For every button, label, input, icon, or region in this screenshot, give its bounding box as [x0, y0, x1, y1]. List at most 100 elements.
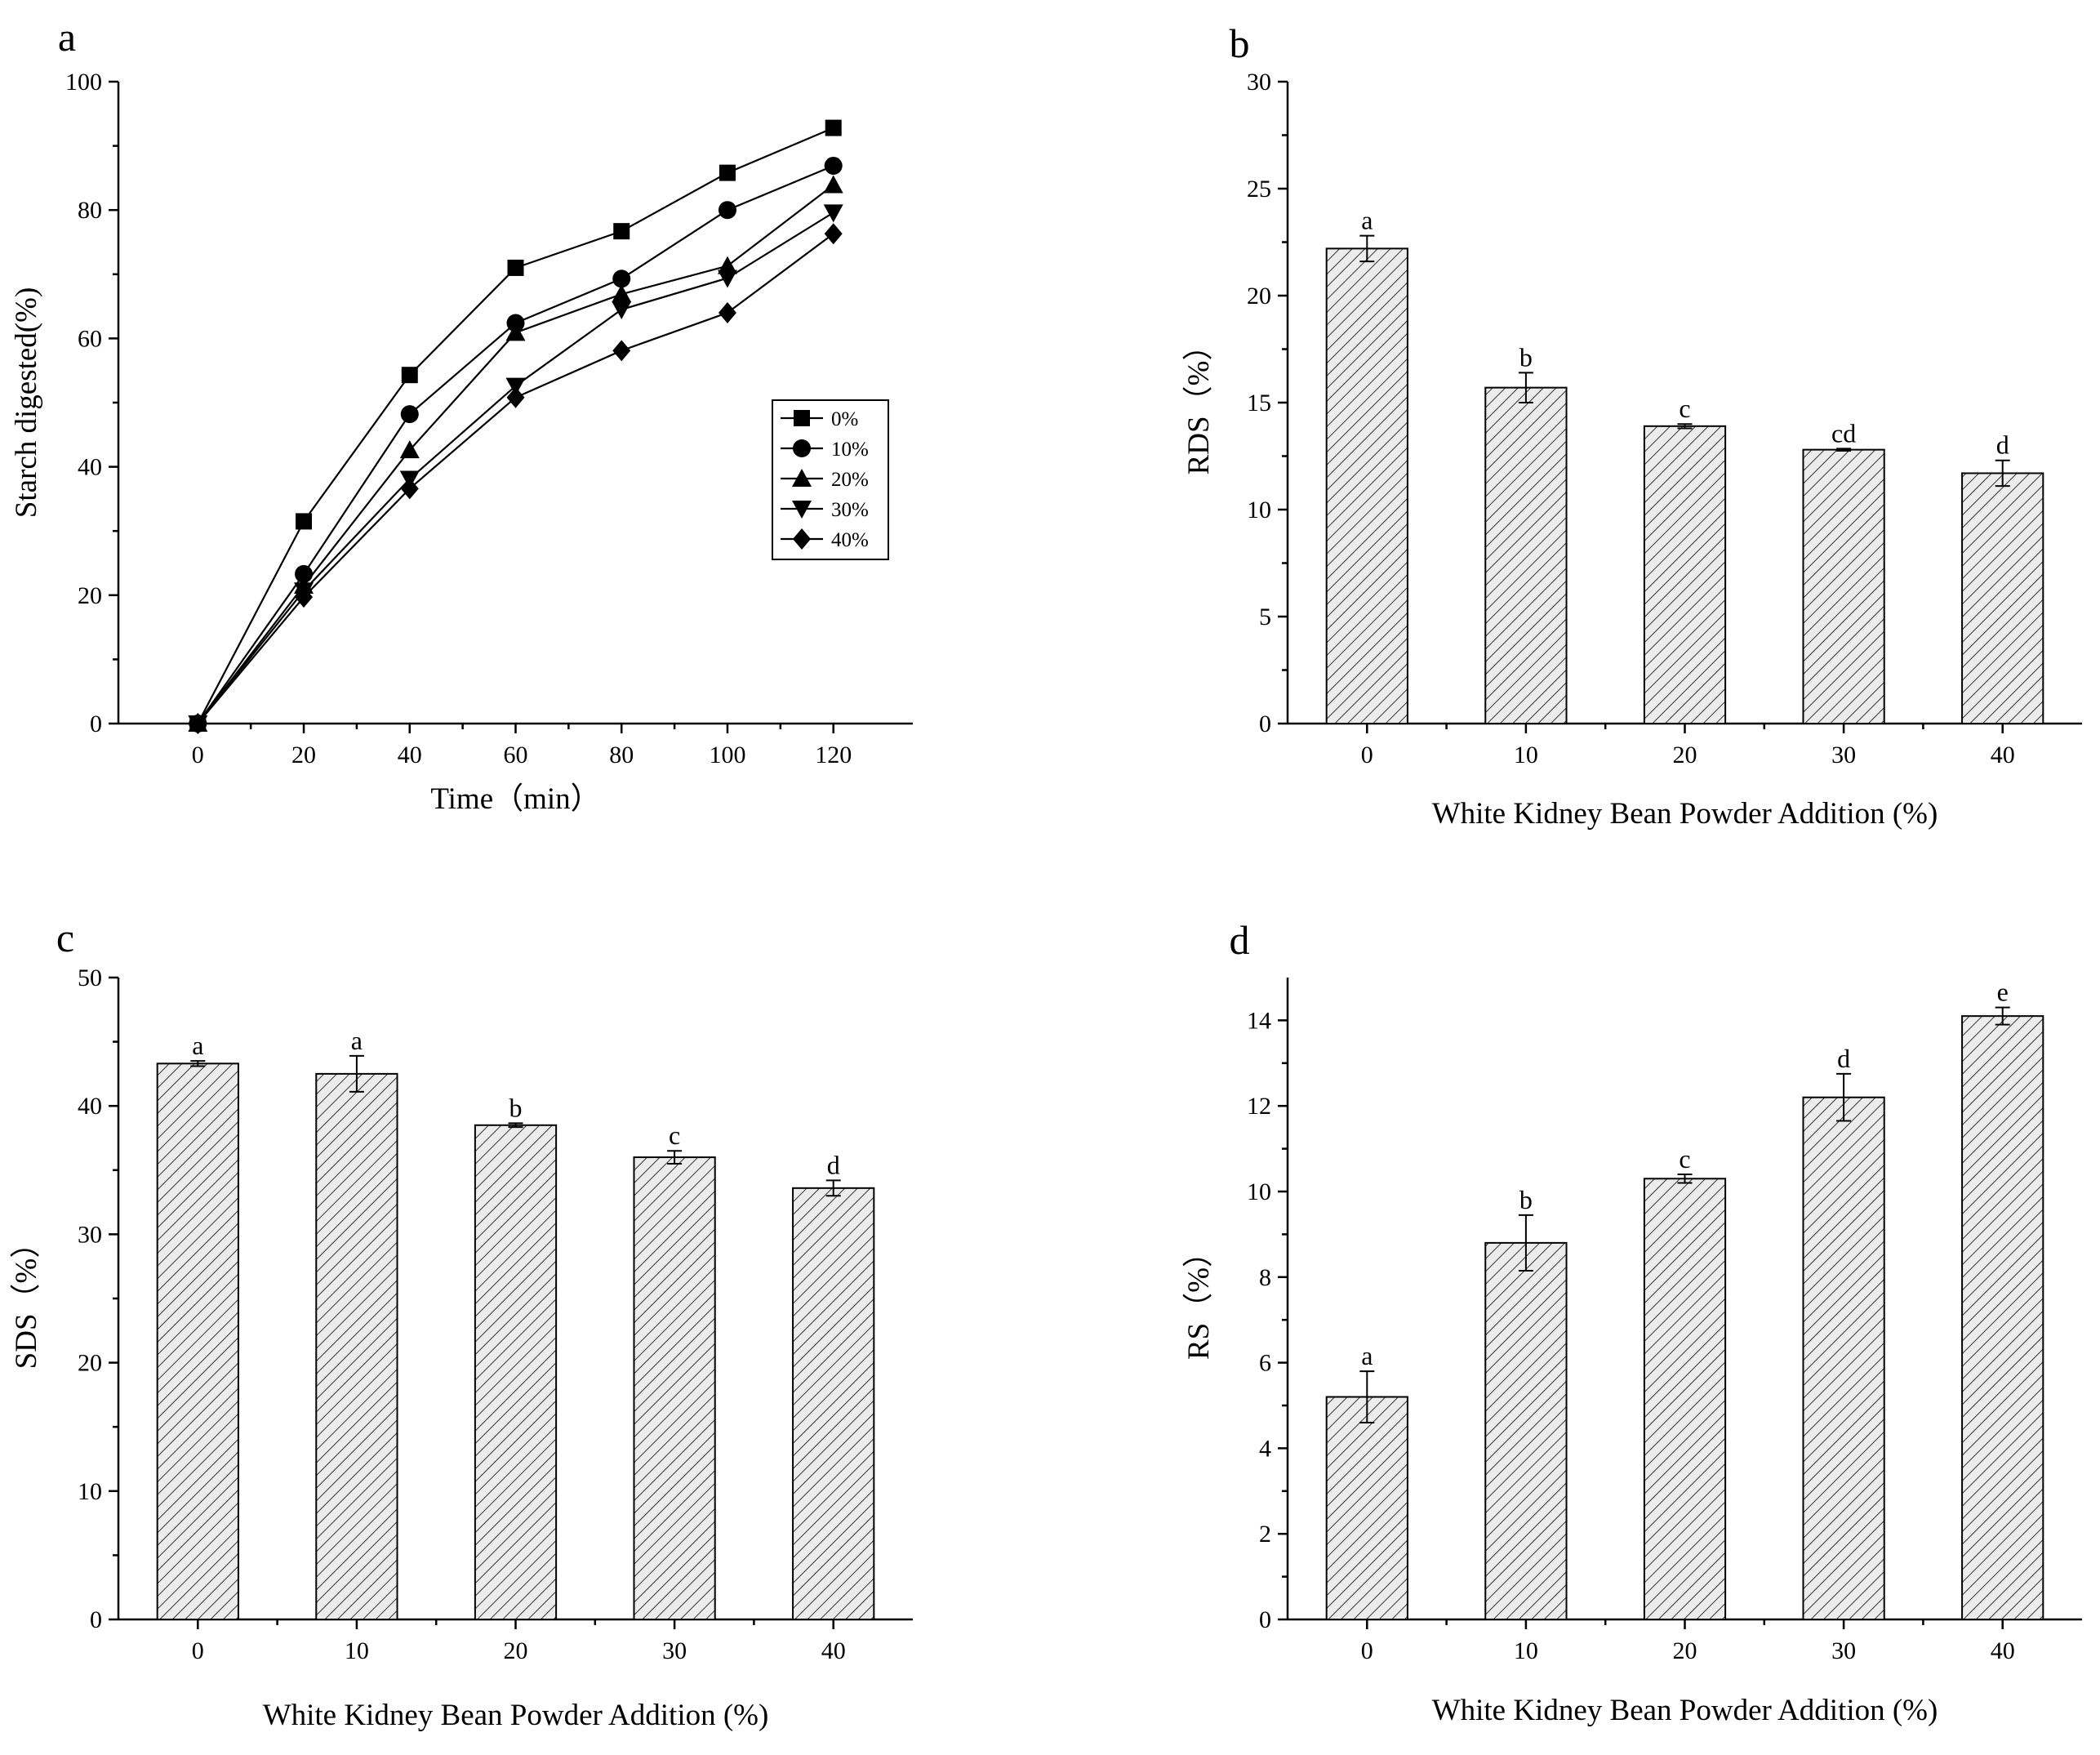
bar-40 — [1961, 472, 2044, 725]
bar-0 — [156, 1062, 239, 1620]
data-point — [612, 301, 632, 320]
bar-30 — [1802, 448, 1885, 724]
data-point — [507, 259, 524, 276]
bar-10 — [1484, 386, 1568, 724]
bar-20 — [474, 1124, 558, 1620]
data-point — [506, 386, 525, 408]
data-point — [505, 377, 526, 396]
y-tick-label: 4 — [1259, 1435, 1271, 1462]
significance-letter: e — [1997, 978, 2009, 1007]
significance-letter: b — [509, 1093, 523, 1122]
y-tick-label: 10 — [1247, 497, 1271, 523]
x-axis-title: Time（min） — [430, 782, 600, 816]
x-tick-label: 20 — [504, 1637, 528, 1664]
data-point — [612, 284, 632, 303]
y-tick-label: 80 — [78, 197, 102, 224]
x-tick-label: 40 — [398, 742, 422, 768]
x-axis-title: White Kidney Bean Powder Addition (%) — [263, 1699, 769, 1732]
legend-label: 30% — [831, 499, 869, 521]
data-point — [400, 478, 419, 500]
data-point — [823, 175, 843, 194]
y-tick-label: 0 — [1259, 710, 1271, 737]
x-tick-label: 40 — [1991, 1637, 2015, 1664]
bar-30 — [633, 1156, 716, 1620]
series-line-4 — [197, 233, 834, 724]
panel-label: a — [58, 14, 76, 60]
x-tick-label: 30 — [662, 1637, 687, 1664]
x-tick-label: 30 — [1831, 742, 1856, 768]
y-axis-title: Starch digested(%) — [10, 287, 43, 519]
x-tick-label: 120 — [815, 742, 852, 768]
y-tick-label: 5 — [1259, 604, 1271, 630]
x-tick-label: 0 — [1361, 742, 1373, 768]
x-axis-title: White Kidney Bean Powder Addition (%) — [1432, 797, 1938, 831]
x-tick-label: 20 — [291, 742, 316, 768]
panel-label: d — [1230, 917, 1250, 963]
bar-0 — [1325, 1396, 1408, 1621]
legend-marker — [792, 501, 812, 519]
significance-letter: c — [1679, 394, 1690, 423]
y-tick-label: 100 — [65, 69, 102, 96]
data-point — [295, 586, 314, 608]
y-tick-label: 2 — [1259, 1521, 1271, 1548]
y-tick-label: 12 — [1247, 1093, 1271, 1120]
data-point — [718, 301, 736, 323]
x-axis-title: White Kidney Bean Powder Addition (%) — [1432, 1694, 1938, 1727]
legend-label: 40% — [831, 529, 869, 551]
significance-letter: a — [1361, 206, 1373, 235]
data-point — [717, 256, 737, 274]
y-tick-label: 15 — [1247, 390, 1271, 416]
data-point — [719, 164, 736, 181]
data-point — [613, 223, 630, 240]
y-tick-label: 30 — [78, 1221, 102, 1248]
significance-letter: b — [1519, 342, 1533, 372]
legend-marker — [793, 439, 811, 457]
significance-letter: a — [351, 1026, 363, 1055]
y-tick-label: 40 — [78, 1093, 102, 1120]
x-tick-label: 40 — [821, 1637, 846, 1664]
data-point — [824, 223, 843, 245]
panel-b: b 0 5 10 15 20 25 30 RDS（%） White Kidney Bean Pow… — [1182, 20, 2082, 831]
y-tick-label: 14 — [1247, 1007, 1271, 1034]
data-point — [823, 204, 843, 223]
significance-letter: b — [1519, 1185, 1533, 1214]
x-tick-label: 0 — [192, 1637, 204, 1664]
legend-label: 0% — [831, 408, 858, 430]
y-tick-label: 8 — [1259, 1264, 1271, 1291]
legend-label: 20% — [831, 469, 869, 491]
x-tick-label: 20 — [1673, 1637, 1697, 1664]
x-tick-label: 0 — [192, 742, 204, 768]
data-point — [612, 269, 631, 288]
y-tick-label: 10 — [78, 1478, 102, 1505]
bar-30 — [1802, 1096, 1885, 1620]
significance-letter: d — [827, 1150, 840, 1179]
x-tick-label: 80 — [609, 742, 634, 768]
x-tick-label: 30 — [1831, 1637, 1856, 1664]
bar-0 — [1325, 247, 1408, 724]
bar-40 — [1961, 1015, 2044, 1621]
y-tick-label: 6 — [1259, 1350, 1271, 1377]
x-tick-label: 10 — [345, 1637, 369, 1664]
data-point — [399, 440, 420, 459]
bar-10 — [1484, 1241, 1568, 1620]
series-line-1 — [197, 164, 834, 724]
data-point — [717, 269, 737, 288]
data-point — [400, 405, 419, 424]
panel-label: b — [1230, 20, 1250, 66]
panel-a: a 0 20 40 60 80 100 Starch digested(%) Time（min）… — [10, 14, 913, 816]
series-line-3 — [197, 212, 834, 724]
y-tick-label: 20 — [78, 582, 102, 609]
bar-20 — [1643, 425, 1727, 724]
legend-label: 10% — [831, 439, 869, 461]
legend-marker — [794, 410, 810, 426]
legend-box — [772, 399, 889, 560]
panel-d: d 0 2 4 6 8 10 12 14 RS（%） White Kidney Bean Powde… — [1182, 917, 2082, 1727]
y-tick-label: 25 — [1247, 176, 1271, 203]
y-tick-label: 60 — [78, 325, 102, 352]
y-tick-label: 0 — [90, 710, 102, 737]
y-axis-title: RS（%） — [1182, 1237, 1216, 1360]
significance-letter: d — [1996, 430, 2009, 460]
y-axis-title: SDS（%） — [10, 1228, 43, 1370]
y-tick-label: 50 — [78, 964, 102, 991]
